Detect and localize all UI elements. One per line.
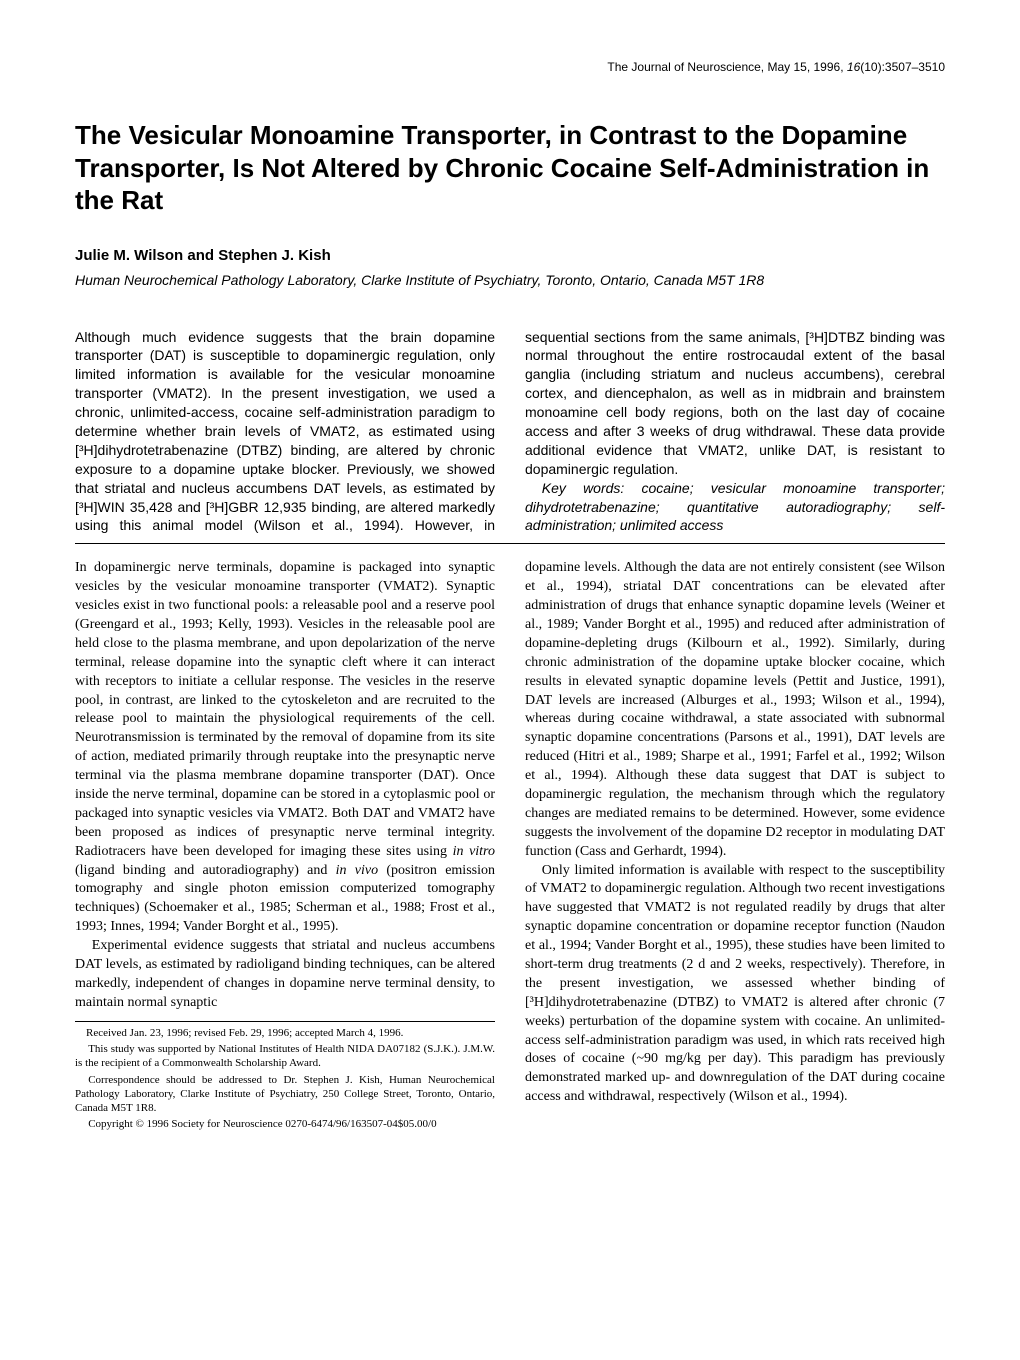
authors: Julie M. Wilson and Stephen J. Kish	[75, 247, 945, 264]
footnote-copyright: Copyright © 1996 Society for Neuroscienc…	[75, 1117, 495, 1131]
section-divider	[75, 543, 945, 544]
footnote-support: This study was supported by National Ins…	[75, 1042, 495, 1071]
footnote-received: Received Jan. 23, 1996; revised Feb. 29,…	[75, 1026, 495, 1040]
journal-header: The Journal of Neuroscience, May 15, 199…	[75, 60, 945, 74]
affiliation: Human Neurochemical Pathology Laboratory…	[75, 272, 945, 288]
journal-date: May 15, 1996,	[767, 60, 843, 74]
body-paragraph-1: In dopaminergic nerve terminals, dopamin…	[75, 559, 495, 937]
footnote-correspondence: Correspondence should be addressed to Dr…	[75, 1073, 495, 1116]
body-paragraph-2: Experimental evidence suggests that stri…	[75, 937, 495, 1013]
journal-volume: 16	[847, 60, 860, 74]
journal-name: The Journal of Neuroscience,	[607, 60, 764, 74]
keywords-label: Key words:	[542, 480, 625, 496]
body-paragraph-3: dopamine levels. Although the data are n…	[525, 559, 945, 861]
footnotes: Received Jan. 23, 1996; revised Feb. 29,…	[75, 1021, 495, 1132]
abstract-section: Although much evidence suggests that the…	[75, 328, 945, 536]
journal-issue: (10):3507–3510	[860, 60, 945, 74]
body-paragraph-4: Only limited information is available wi…	[525, 862, 945, 1108]
body-section: In dopaminergic nerve terminals, dopamin…	[75, 559, 945, 1133]
article-title: The Vesicular Monoamine Transporter, in …	[75, 119, 945, 217]
